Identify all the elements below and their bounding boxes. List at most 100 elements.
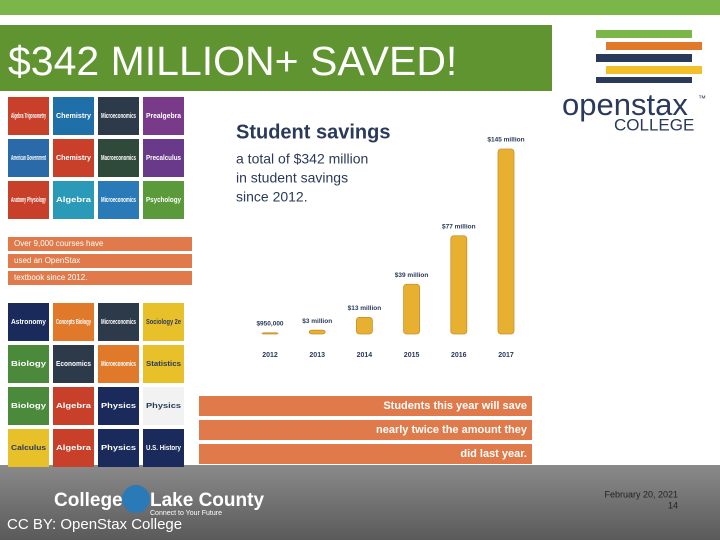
book-cover bbox=[53, 303, 94, 341]
book-cover bbox=[8, 429, 49, 467]
note-strip bbox=[8, 271, 192, 285]
book-cover bbox=[98, 345, 139, 383]
book-title: Physics bbox=[146, 401, 181, 410]
book-cover bbox=[98, 303, 139, 341]
book-cover bbox=[98, 139, 139, 177]
note-text: textbook since 2012. bbox=[14, 273, 87, 282]
book-title: Economics bbox=[56, 359, 91, 368]
coin-stack bbox=[450, 235, 468, 335]
x-tick-label: 2014 bbox=[357, 352, 373, 359]
x-tick-label: 2015 bbox=[404, 352, 420, 359]
book-cover bbox=[53, 387, 94, 425]
closing-text: Students this year will save bbox=[383, 400, 527, 412]
logo-tm: ™ bbox=[698, 94, 706, 103]
book-cover bbox=[143, 387, 184, 425]
closing-strip bbox=[199, 396, 532, 416]
logo-stripes bbox=[596, 30, 702, 83]
footer bbox=[0, 465, 720, 540]
value-label: $3 million bbox=[302, 318, 332, 325]
book-cover bbox=[143, 139, 184, 177]
title-box bbox=[0, 25, 552, 91]
book-title: Statistics bbox=[146, 359, 181, 368]
book-title: Biology bbox=[11, 359, 47, 368]
book-title: Sociology 2e bbox=[146, 317, 181, 326]
book-title: Calculus bbox=[11, 443, 46, 452]
closing-strip bbox=[199, 420, 532, 440]
book-title: Precalculus bbox=[146, 153, 181, 162]
value-label: $145 million bbox=[487, 137, 524, 144]
value-label: $950,000 bbox=[256, 321, 283, 328]
book-title: Astronomy bbox=[11, 317, 47, 326]
value-label: $77 million bbox=[442, 223, 476, 230]
book-cover bbox=[8, 139, 49, 177]
book-cover bbox=[143, 97, 184, 135]
value-label: $39 million bbox=[395, 272, 429, 279]
book-title: Biology bbox=[11, 401, 47, 410]
book-title: Algebra bbox=[56, 401, 92, 410]
book-title: Chemistry bbox=[56, 111, 92, 120]
book-cover bbox=[98, 387, 139, 425]
x-tick-label: 2017 bbox=[498, 352, 514, 359]
book-title: Physics bbox=[101, 401, 136, 410]
book-title: Macroeconomics bbox=[101, 153, 136, 162]
footer-college: College bbox=[54, 490, 123, 511]
note-strip bbox=[8, 237, 192, 251]
book-cover bbox=[98, 429, 139, 467]
note-strip bbox=[8, 254, 192, 268]
book-cover bbox=[53, 429, 94, 467]
book-title: U.S. History bbox=[146, 443, 182, 452]
footer-date: February 20, 2021 bbox=[604, 489, 678, 499]
book-cover bbox=[98, 181, 139, 219]
book-cover bbox=[53, 181, 94, 219]
x-tick-label: 2013 bbox=[309, 352, 325, 359]
book-title: Psychology bbox=[146, 195, 182, 204]
footer-credit: CC BY: OpenStax College bbox=[7, 516, 182, 533]
x-tick-label: 2016 bbox=[451, 352, 467, 359]
book-cover bbox=[143, 429, 184, 467]
book-cover bbox=[53, 97, 94, 135]
footer-page: 14 bbox=[668, 500, 678, 510]
coin-stack bbox=[261, 332, 279, 335]
savings-text: since 2012. bbox=[236, 189, 308, 205]
title: $342 MILLION+ SAVED! bbox=[8, 38, 457, 84]
note-text: Over 9,000 courses have bbox=[14, 239, 104, 248]
book-cover bbox=[143, 303, 184, 341]
coin-stack bbox=[355, 317, 373, 335]
book-cover bbox=[53, 139, 94, 177]
book-title: Microeconomics bbox=[101, 317, 136, 326]
book-cover bbox=[143, 345, 184, 383]
book-title: Prealgebra bbox=[146, 111, 182, 120]
book-title: Chemistry bbox=[56, 153, 92, 162]
book-title: Anatomy Physiology bbox=[11, 195, 46, 204]
book-cover bbox=[8, 303, 49, 341]
x-tick-label: 2012 bbox=[262, 352, 278, 359]
logo-sub: COLLEGE bbox=[614, 115, 694, 134]
note-text: used an OpenStax bbox=[14, 256, 80, 265]
book-title: Microeconomics bbox=[101, 111, 136, 120]
savings-text: in student savings bbox=[236, 170, 348, 186]
book-cover bbox=[8, 97, 49, 135]
value-label: $13 million bbox=[348, 305, 382, 312]
closing-text: did last year. bbox=[460, 448, 527, 460]
book-cover bbox=[8, 181, 49, 219]
book-cover bbox=[143, 181, 184, 219]
book-title: Algebra bbox=[56, 195, 92, 204]
book-title: Microeconomics bbox=[101, 195, 136, 204]
coin-stack bbox=[497, 148, 515, 335]
closing-strip bbox=[199, 444, 532, 464]
footer-logo-mark bbox=[122, 485, 150, 513]
book-cover bbox=[53, 345, 94, 383]
book-title: Physics bbox=[101, 443, 136, 452]
footer-tagline: Connect to Your Future bbox=[150, 510, 222, 517]
book-title: Microeconomics bbox=[101, 359, 136, 368]
book-cover bbox=[8, 387, 49, 425]
book-title: Concepts Biology bbox=[56, 317, 91, 326]
savings-heading: Student savings bbox=[236, 121, 390, 143]
book-cover bbox=[8, 345, 49, 383]
book-title: American Government bbox=[11, 153, 46, 162]
savings-text: a total of $342 million bbox=[236, 151, 368, 167]
book-title: Algebra Trigonometry bbox=[11, 111, 46, 120]
coin-stack bbox=[403, 283, 421, 335]
footer-county: Lake County bbox=[150, 490, 264, 511]
